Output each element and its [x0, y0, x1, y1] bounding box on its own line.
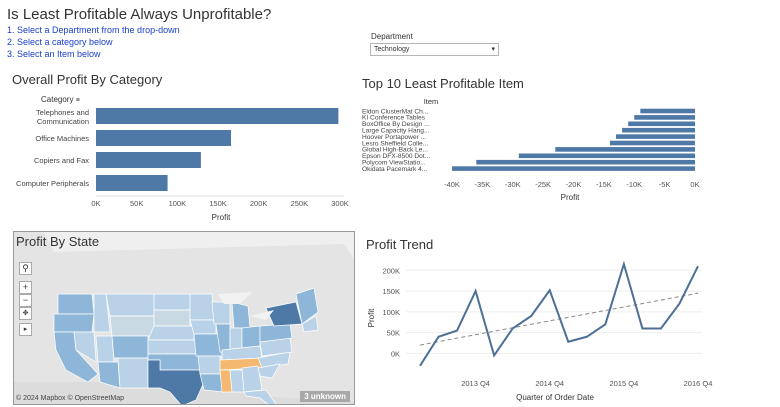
category-x-tick-label: 250K — [291, 199, 309, 208]
item-tick-label: Lesro Sheffield Colle... — [362, 140, 428, 147]
category-bar — [96, 108, 339, 124]
trend-y-tick-label: 50K — [387, 329, 400, 338]
item-bar — [476, 159, 695, 165]
item-tick-label: Eldon ClusterMat Ch... — [362, 108, 428, 115]
item-tick-label: Hoover Portapower ... — [362, 134, 426, 141]
items-x-tick-label: -20K — [566, 180, 582, 189]
search-icon[interactable]: ⚲ — [19, 262, 32, 275]
item-tick-label: Epson DFX-8500 Dot... — [362, 153, 430, 160]
item-bar — [628, 121, 695, 127]
zoom-out-icon[interactable]: − — [19, 294, 32, 307]
item-tick-label: Okidata Pacemark 4... — [362, 166, 427, 173]
unknown-badge[interactable]: 3 unknown — [300, 391, 350, 402]
trend-y-tick-label: 150K — [382, 287, 400, 296]
category-tick-label: Computer Peripherals — [16, 179, 89, 188]
trend-x-tick-label: 2013 Q4 — [461, 379, 490, 388]
category-bar — [96, 130, 232, 146]
zoom-in-icon[interactable]: + — [19, 281, 32, 294]
category-x-tick-label: 0K — [91, 199, 100, 208]
us-map-graphic — [14, 232, 354, 404]
trend-y-tick-label: 100K — [382, 308, 400, 317]
chevron-down-icon[interactable]: ▾ — [491, 46, 495, 53]
profit-trend-chart: 0K 50K 100K 150K 200K 2013 Q4 2014 Q4 2015 Q4 20… — [367, 260, 713, 402]
trend-y-axis-label: Profit — [367, 308, 376, 327]
item-tick-label: KI Conference Tables — [362, 115, 426, 122]
category-tick-label: Communication — [37, 117, 89, 126]
category-x-axis-label: Profit — [212, 213, 231, 222]
instruction-2: 2. Select a category below — [7, 37, 113, 47]
item-tick-label: Polycom ViewStatio... — [362, 160, 426, 167]
trend-x-tick-label: 2016 Q4 — [684, 379, 713, 388]
item-bar — [634, 115, 695, 120]
items-x-tick-label: -35K — [474, 180, 490, 189]
sort-icon[interactable]: ≡ — [75, 97, 80, 104]
map-attribution: © 2024 Mapbox © OpenStreetMap — [16, 395, 124, 402]
items-x-tick-label: -15K — [596, 180, 612, 189]
item-bar — [616, 134, 695, 139]
category-x-tick-label: 150K — [209, 199, 227, 208]
category-tick-label: Copiers and Fax — [34, 156, 89, 165]
item-bar — [518, 153, 695, 159]
trend-series-line — [419, 260, 699, 367]
category-x-tick-label: 100K — [169, 199, 187, 208]
department-filter-label: Department — [371, 32, 413, 41]
category-x-tick-label: 50K — [130, 199, 143, 208]
trend-line-dashed — [419, 292, 699, 346]
category-tick-label: Telephones and — [36, 108, 89, 117]
instruction-3: 3. Select an Item below — [7, 49, 101, 59]
items-x-axis-label: Profit — [561, 193, 580, 202]
items-x-tick-label: 0K — [690, 180, 699, 189]
department-dropdown[interactable]: Technology ▾ — [370, 43, 499, 56]
instruction-1: 1. Select a Department from the drop-dow… — [7, 25, 180, 35]
category-axis-header[interactable]: Category ≡ — [41, 95, 80, 104]
category-x-tick-label: 200K — [250, 199, 268, 208]
map-title: Profit By State — [16, 234, 100, 249]
category-bar — [96, 175, 168, 191]
trend-y-tick-label: 0K — [391, 349, 400, 358]
item-bar — [452, 166, 695, 171]
item-bar — [609, 140, 695, 146]
items-x-tick-label: -30K — [505, 180, 521, 189]
items-x-tick-label: -40K — [444, 180, 460, 189]
expand-icon[interactable]: ▸ — [19, 323, 32, 336]
category-bar — [96, 152, 201, 168]
trend-x-tick-label: 2014 Q4 — [535, 379, 564, 388]
items-x-tick-label: -10K — [626, 180, 642, 189]
department-selected-value: Technology — [374, 46, 410, 53]
item-bar — [555, 147, 695, 152]
items-x-tick-label: -5K — [659, 180, 671, 189]
category-chart-title: Overall Profit By Category — [12, 72, 163, 87]
items-chart-title: Top 10 Least Profitable Item — [362, 76, 524, 91]
category-tick-label: Office Machines — [35, 134, 89, 143]
trend-chart-title: Profit Trend — [366, 237, 434, 252]
item-bar — [622, 127, 695, 133]
trend-x-tick-label: 2015 Q4 — [609, 379, 638, 388]
category-x-tick-label: 300K — [331, 199, 349, 208]
item-tick-label: BoxOffice By Design ... — [362, 121, 430, 128]
trend-y-tick-label: 200K — [382, 266, 400, 275]
item-tick-label: Large Capacity Hang... — [362, 128, 430, 135]
item-bar — [640, 108, 695, 114]
state-map[interactable]: ⚲ + − ✥ ▸ © 2024 Mapbox © OpenStreetMap … — [13, 231, 355, 405]
items-x-tick-label: -25K — [535, 180, 551, 189]
trend-x-axis-label: Quarter of Order Date — [516, 393, 594, 402]
items-bar-chart: Item Eldon ClusterMat Ch...KI Conference … — [362, 97, 700, 202]
items-axis-label: Item — [424, 97, 439, 106]
category-axis-label: Category — [41, 95, 74, 104]
pan-icon[interactable]: ✥ — [19, 307, 32, 320]
page-title: Is Least Profitable Always Unprofitable? — [7, 6, 272, 23]
item-tick-label: Global High-Back Le... — [362, 147, 428, 154]
